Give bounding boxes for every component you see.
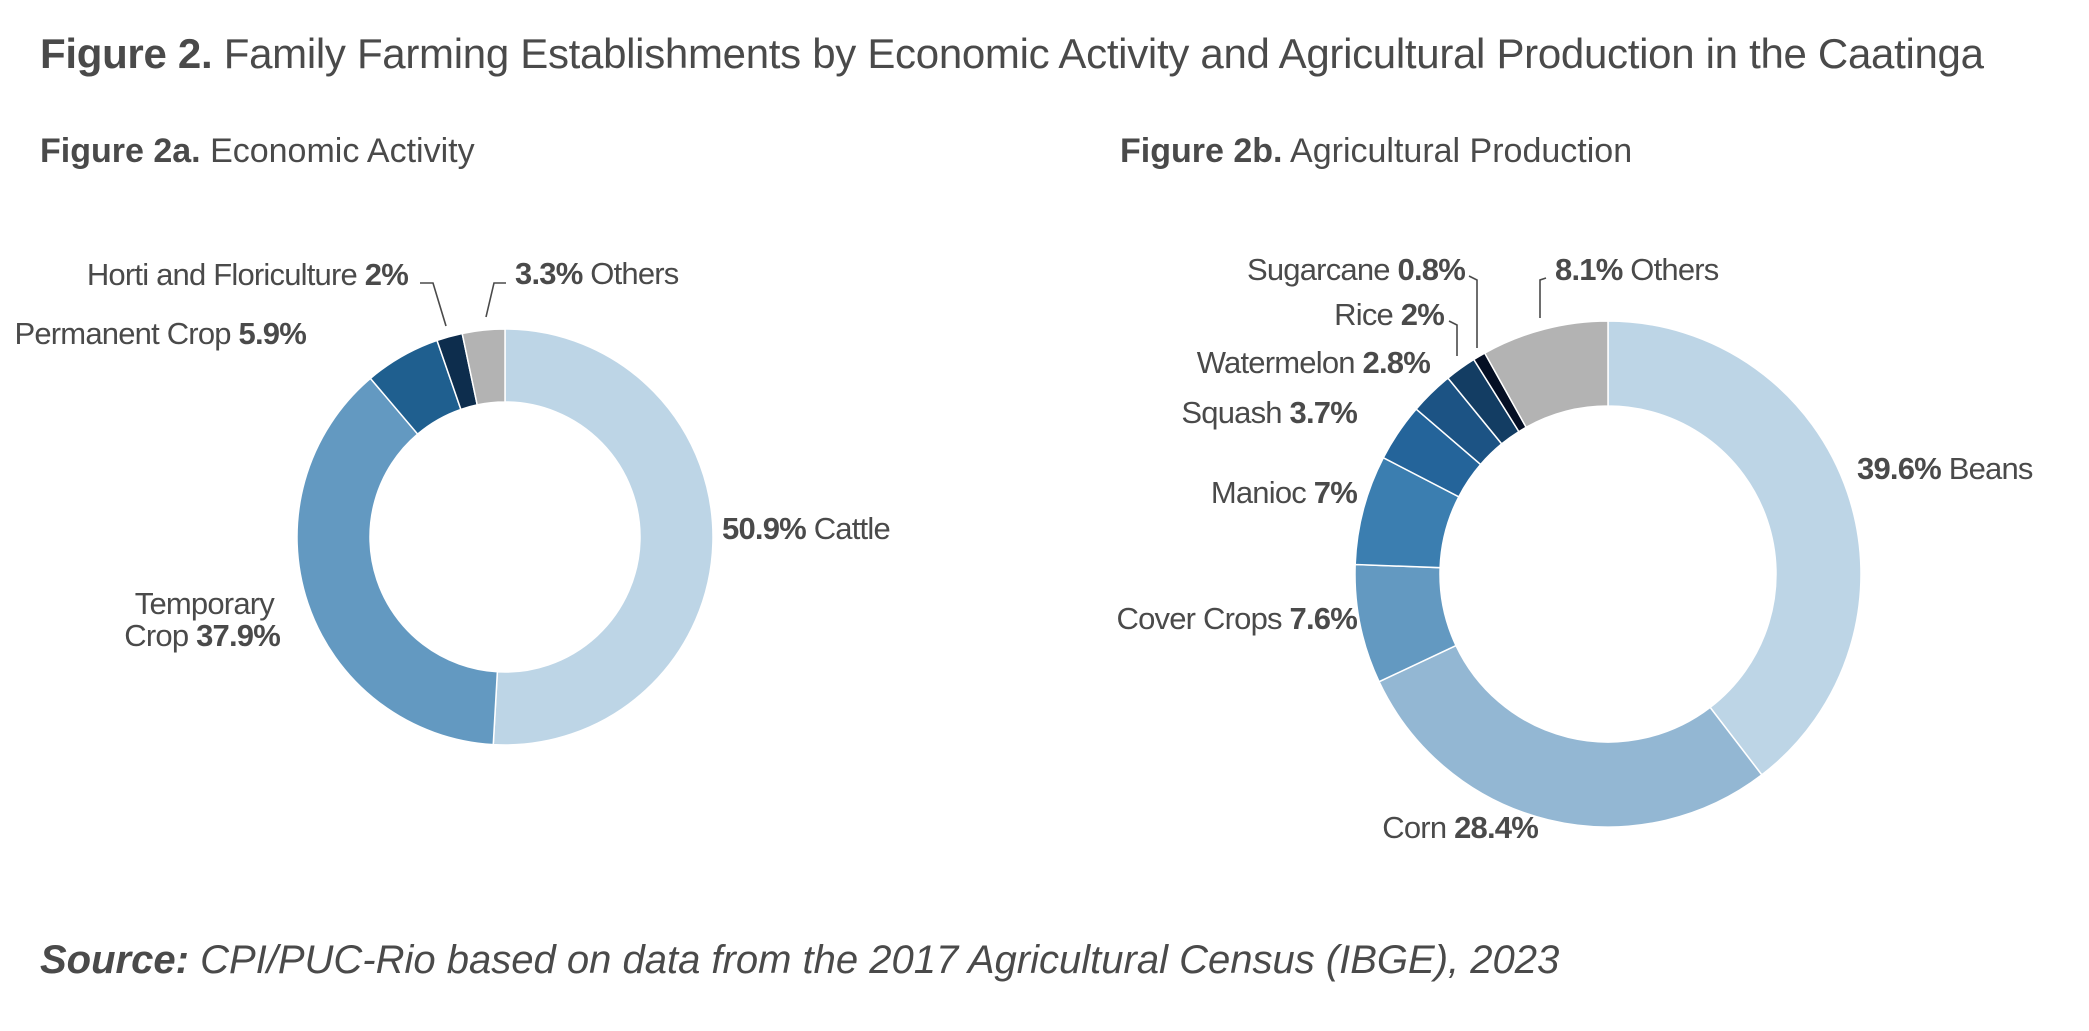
slice-label-value: 7% <box>1314 475 1357 510</box>
slice-label-name: Horti and Floriculture <box>87 257 365 292</box>
slice-label-others: 8.1% Others <box>1555 252 1719 287</box>
slice-label-corn: Corn 28.4% <box>1382 810 1538 845</box>
slice-label-value: 2% <box>365 257 408 292</box>
slice-label-name: Watermelon <box>1197 345 1363 380</box>
leader-line-others <box>486 283 506 317</box>
slice-label-name: Cover Crops <box>1117 601 1290 636</box>
slice-label-value: 8.1% <box>1555 252 1623 287</box>
source-text: CPI/PUC-Rio based on data from the 2017 … <box>200 938 1559 982</box>
slice-label-others: 3.3% Others <box>515 256 679 291</box>
slice-label-value: 2.8% <box>1363 345 1431 380</box>
slice-label-name: Rice <box>1334 297 1401 332</box>
source-note: Source: CPI/PUC-Rio based on data from t… <box>40 938 1559 983</box>
slice-label-temporary-crop: Temporary Crop 37.9% <box>124 586 280 653</box>
slice-label-name-line1: Temporary <box>135 586 276 621</box>
slice-label-value: 3.3% <box>515 256 583 291</box>
slice-label-name: Sugarcane <box>1247 252 1398 287</box>
slice-label-beans: 39.6% Beans <box>1857 451 2033 486</box>
slice-label-value: 37.9% <box>196 618 280 653</box>
slice-label-value: 2% <box>1401 297 1444 332</box>
slice-label-value: 3.7% <box>1290 395 1358 430</box>
slice-label-watermelon: Watermelon 2.8% <box>1197 345 1430 380</box>
donut-chart-a: 50.9% Cattle Temporary Crop 37.9% Permanent… <box>14 256 889 745</box>
slice-label-name: Others <box>582 256 678 291</box>
slice-label-cattle: 50.9% Cattle <box>722 511 890 546</box>
source-prefix: Source: <box>40 938 189 982</box>
leader-line-sugarcane <box>1469 276 1477 348</box>
slice-label-name: Manioc <box>1211 475 1314 510</box>
slice-label-name: Beans <box>1941 451 2033 486</box>
slice-label-value: 5.9% <box>239 316 307 351</box>
slice-label-name: Permanent Crop <box>14 316 238 351</box>
slice-label-name: Cattle <box>806 511 890 546</box>
slice-label-value: 28.4% <box>1454 810 1538 845</box>
slice-label-value: 50.9% <box>722 511 806 546</box>
slice-beans <box>1608 321 1861 775</box>
leader-line-rice <box>1449 321 1457 356</box>
slice-label-manioc: Manioc 7% <box>1211 475 1357 510</box>
slice-label-value: 7.6% <box>1290 601 1358 636</box>
slice-label-name: Corn <box>1382 810 1454 845</box>
slice-label-horti-and-floriculture: Horti and Floriculture 2% <box>87 257 408 292</box>
slice-label-value: 39.6% <box>1857 451 1941 486</box>
slice-label-squash: Squash 3.7% <box>1181 395 1357 430</box>
slice-corn <box>1379 646 1762 827</box>
slice-label-permanent-crop: Permanent Crop 5.9% <box>14 316 306 351</box>
leader-line-horti-and-floriculture <box>420 283 446 326</box>
slice-label-name: Others <box>1622 252 1718 287</box>
donut-chart-b: 39.6% Beans Corn 28.4% Cover Crops 7.6% Man… <box>1117 252 2033 845</box>
slice-label-sugarcane: Sugarcane 0.8% <box>1247 252 1465 287</box>
slice-label-value: 0.8% <box>1398 252 1466 287</box>
leader-line-others <box>1540 278 1546 318</box>
slice-temporary-crop <box>297 378 497 744</box>
slice-label-name: Squash <box>1181 395 1289 430</box>
slice-label-cover-crops: Cover Crops 7.6% <box>1117 601 1358 636</box>
donut-charts: 50.9% Cattle Temporary Crop 37.9% Permanent… <box>0 0 2089 1031</box>
slice-label-rice: Rice 2% <box>1334 297 1444 332</box>
slice-label-name-line2: Crop <box>124 618 196 653</box>
slice-cattle <box>493 329 713 745</box>
